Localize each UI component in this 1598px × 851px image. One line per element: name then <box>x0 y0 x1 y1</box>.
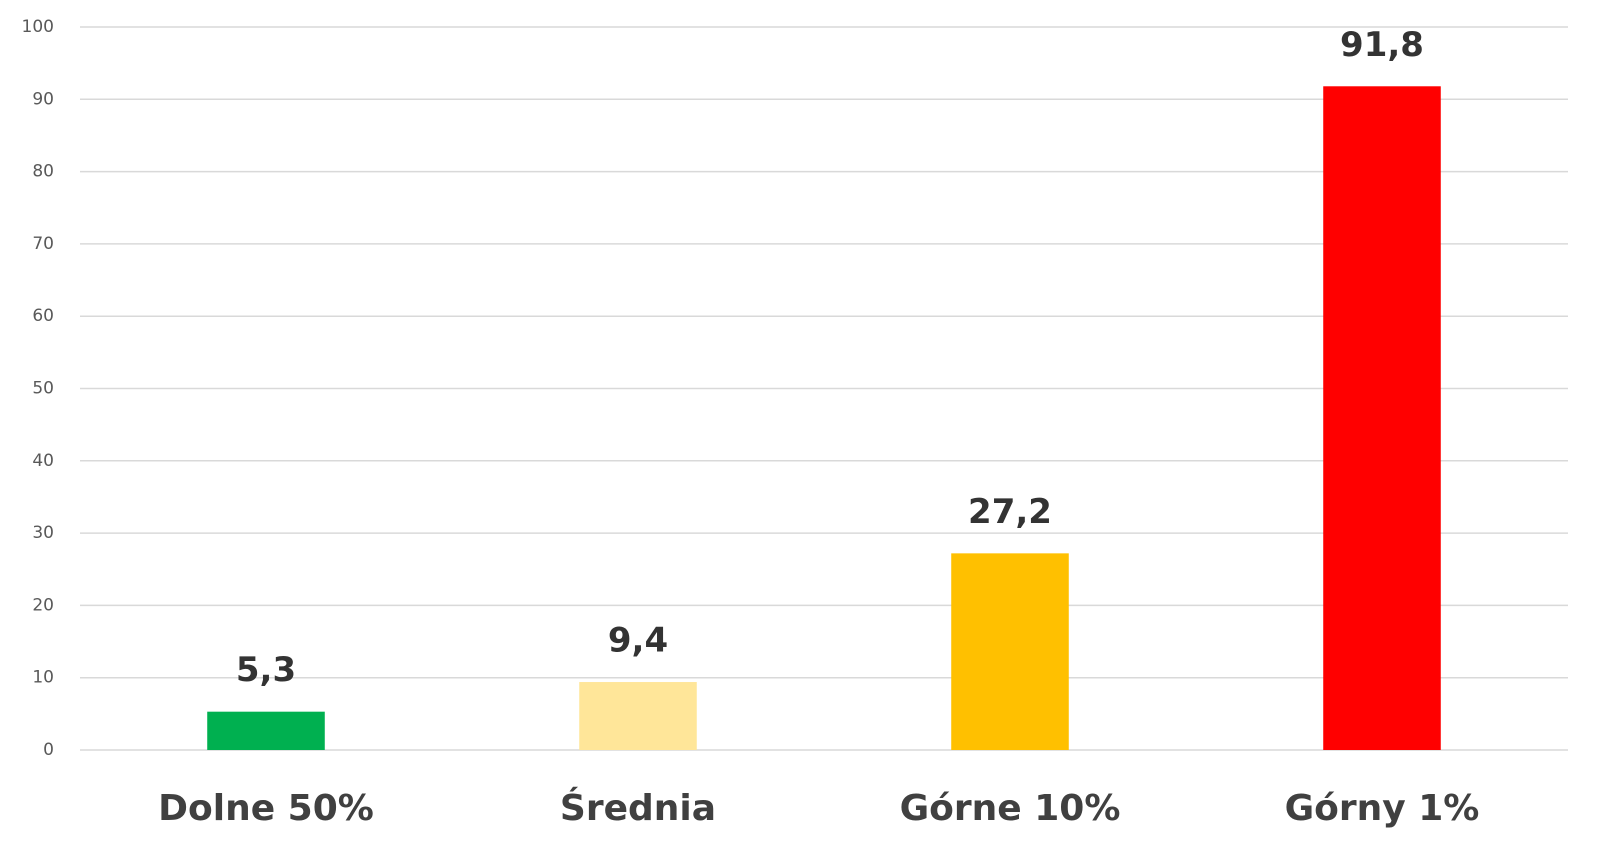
value-label: 5,3 <box>236 650 296 690</box>
value-label: 9,4 <box>608 621 668 661</box>
y-tick-label: 80 <box>32 162 54 182</box>
x-tick-label: Górny 1% <box>1285 788 1480 829</box>
y-tick-label: 60 <box>32 306 54 326</box>
y-tick-label: 30 <box>32 523 54 543</box>
x-tick-label: Dolne 50% <box>158 788 374 829</box>
y-tick-label: 40 <box>32 451 54 471</box>
y-tick-label: 0 <box>43 740 54 760</box>
y-tick-label: 70 <box>32 234 54 254</box>
bar <box>1323 86 1441 750</box>
value-label: 27,2 <box>968 492 1052 532</box>
y-tick-label: 10 <box>32 668 54 688</box>
y-tick-label: 90 <box>32 89 54 109</box>
y-tick-label: 100 <box>22 17 54 37</box>
bar <box>207 711 325 750</box>
x-tick-label: Górne 10% <box>900 788 1121 829</box>
bar <box>579 682 697 750</box>
value-label: 91,8 <box>1340 25 1424 65</box>
x-tick-label: Średnia <box>560 787 716 829</box>
y-tick-label: 20 <box>32 595 54 615</box>
bar <box>951 553 1069 750</box>
y-tick-label: 50 <box>32 379 54 399</box>
